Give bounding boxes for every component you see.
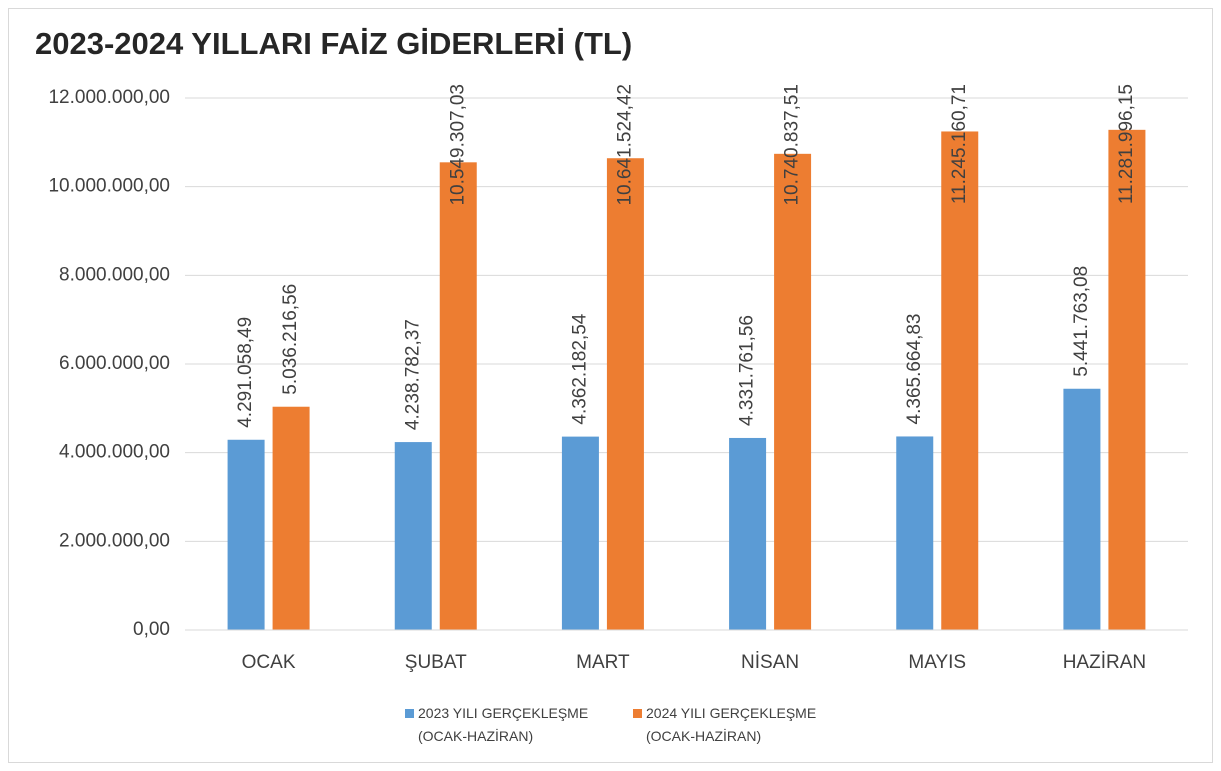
- chart-title: 2023-2024 YILLARI FAİZ GİDERLERİ (TL): [35, 26, 632, 61]
- y-tick-label: 8.000.000,00: [59, 264, 170, 285]
- bar: [606, 158, 644, 630]
- data-label: 4.291.058,49: [235, 317, 256, 428]
- bar: [729, 437, 767, 630]
- x-tick-label: NİSAN: [741, 652, 799, 673]
- data-label: 10.549.307,03: [447, 84, 468, 206]
- data-label: 10.641.524,42: [614, 84, 635, 206]
- y-tick-label: 10.000.000,00: [48, 176, 170, 197]
- data-label: 4.238.782,37: [402, 319, 423, 430]
- bar: [227, 439, 265, 630]
- data-label: 10.740.837,51: [782, 84, 803, 206]
- legend-item: 2023 YILI GERÇEKLEŞME (OCAK-HAZİRAN): [405, 702, 633, 748]
- data-label: 4.365.664,83: [904, 314, 925, 425]
- x-tick-label: OCAK: [242, 652, 296, 673]
- y-tick-label: 4.000.000,00: [59, 442, 170, 463]
- y-tick-label: 6.000.000,00: [59, 353, 170, 374]
- legend: 2023 YILI GERÇEKLEŞME (OCAK-HAZİRAN) 2024…: [405, 702, 861, 748]
- bar: [896, 436, 934, 630]
- y-tick-label: 12.000.000,00: [48, 87, 170, 108]
- legend-label: 2023 YILI GERÇEKLEŞME (OCAK-HAZİRAN): [418, 705, 589, 744]
- data-label: 4.331.761,56: [737, 315, 758, 426]
- legend-item: 2024 YILI GERÇEKLEŞME (OCAK-HAZİRAN): [633, 702, 861, 748]
- bar: [394, 442, 432, 630]
- bar: [1063, 388, 1101, 630]
- legend-swatch: [633, 709, 642, 718]
- data-label: 4.362.182,54: [569, 313, 590, 424]
- x-tick-label: HAZİRAN: [1063, 652, 1146, 673]
- x-tick-label: MAYIS: [908, 652, 966, 673]
- data-label: 5.441.763,08: [1071, 266, 1092, 377]
- bar: [561, 436, 599, 630]
- y-tick-label: 2.000.000,00: [59, 530, 170, 551]
- x-tick-label: ŞUBAT: [405, 652, 467, 673]
- data-label: 11.245.160,71: [949, 84, 970, 204]
- legend-swatch: [405, 709, 414, 718]
- data-label: 5.036.216,56: [280, 284, 301, 395]
- data-label: 11.281.996,15: [1116, 84, 1137, 204]
- x-tick-label: MART: [576, 652, 630, 673]
- bar: [439, 162, 477, 630]
- legend-label: 2024 YILI GERÇEKLEŞME (OCAK-HAZİRAN): [646, 705, 817, 744]
- bar: [774, 153, 812, 630]
- bar: [272, 406, 310, 630]
- y-tick-label: 0,00: [133, 619, 170, 640]
- bar: [941, 131, 979, 630]
- bar: [1108, 129, 1146, 631]
